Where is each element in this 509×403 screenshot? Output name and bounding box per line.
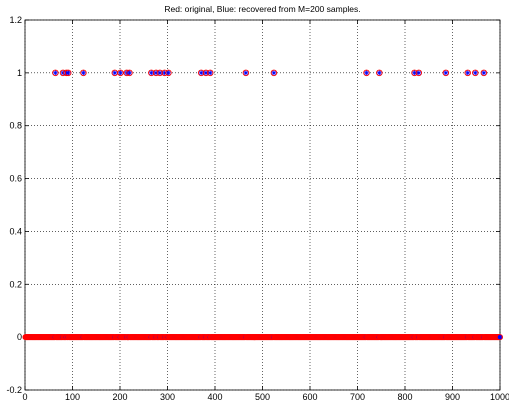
x-tick-label: 300 xyxy=(160,392,175,402)
x-tick-label: 100 xyxy=(65,392,80,402)
x-tick-label: 200 xyxy=(112,392,127,402)
y-tick-label: 0.4 xyxy=(9,226,22,236)
y-tick-label: 0 xyxy=(17,332,22,342)
y-tick-label: 0.2 xyxy=(9,279,22,289)
x-tick-label: 1000 xyxy=(490,392,509,402)
x-tick-label: 500 xyxy=(255,392,270,402)
y-tick-label: 0.6 xyxy=(9,174,22,184)
x-tick-label: 400 xyxy=(207,392,222,402)
plot-area xyxy=(25,20,500,390)
y-tick-label: 0.8 xyxy=(9,121,22,131)
chart-title: Red: original, Blue: recovered from M=20… xyxy=(164,4,360,14)
y-tick-label: -0.2 xyxy=(6,385,22,395)
x-tick-label: 700 xyxy=(350,392,365,402)
y-tick-label: 1 xyxy=(17,68,22,78)
x-tick-label: 600 xyxy=(302,392,317,402)
x-tick-label: 800 xyxy=(397,392,412,402)
y-tick-label: 1.2 xyxy=(9,15,22,25)
x-tick-label: 0 xyxy=(22,392,27,402)
x-tick-label: 900 xyxy=(445,392,460,402)
